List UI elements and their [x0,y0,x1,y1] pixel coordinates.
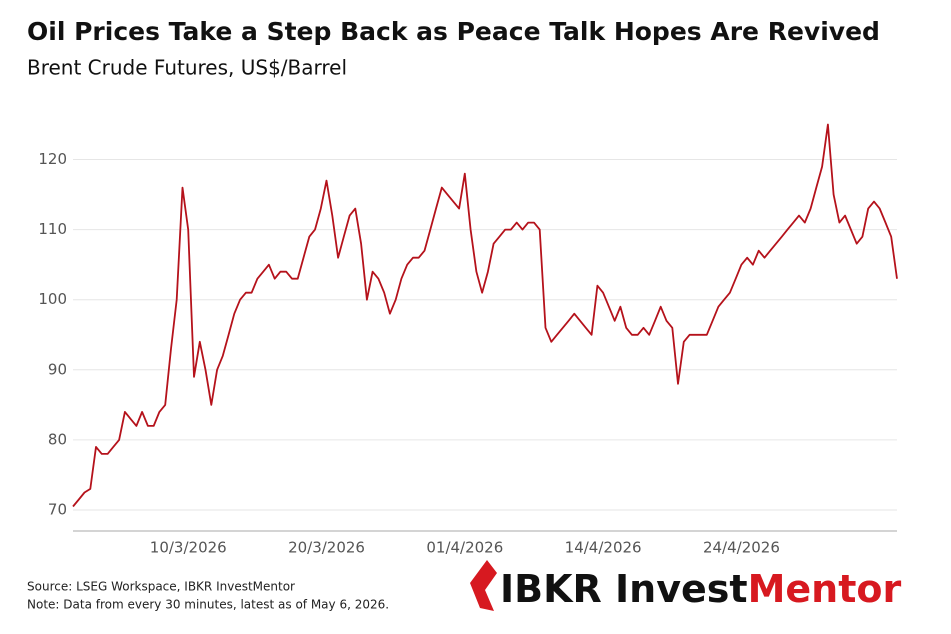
y-tick-label: 70 [48,500,67,518]
logo-brand: IBKR InvestMentor [500,567,901,611]
y-tick-label: 90 [48,360,67,378]
note: Note: Data from every 30 minutes, latest… [27,598,389,612]
x-tick-label: 10/3/2026 [150,539,227,557]
logo-brand-text: IBKR Invest [500,567,748,611]
price-line [72,123,898,508]
y-tick-label: 100 [38,290,67,308]
y-tick-label: 110 [38,220,67,238]
logo-icon [470,560,497,611]
y-tick-label: 120 [38,150,67,168]
x-tick-label: 14/4/2026 [565,539,642,557]
chart-subtitle: Brent Crude Futures, US$/Barrel [27,56,347,80]
source: Source: LSEG Workspace, IBKR InvestMento… [27,580,295,594]
chart-title: Oil Prices Take a Step Back as Peace Tal… [27,17,880,46]
x-tick-label: 01/4/2026 [426,539,503,557]
x-tick-label: 20/3/2026 [288,539,365,557]
logo: IBKR InvestMentor [470,560,901,611]
logo-accent: Mentor [748,567,902,611]
y-tick-label: 80 [48,430,67,448]
x-tick-label: 24/4/2026 [703,539,780,557]
